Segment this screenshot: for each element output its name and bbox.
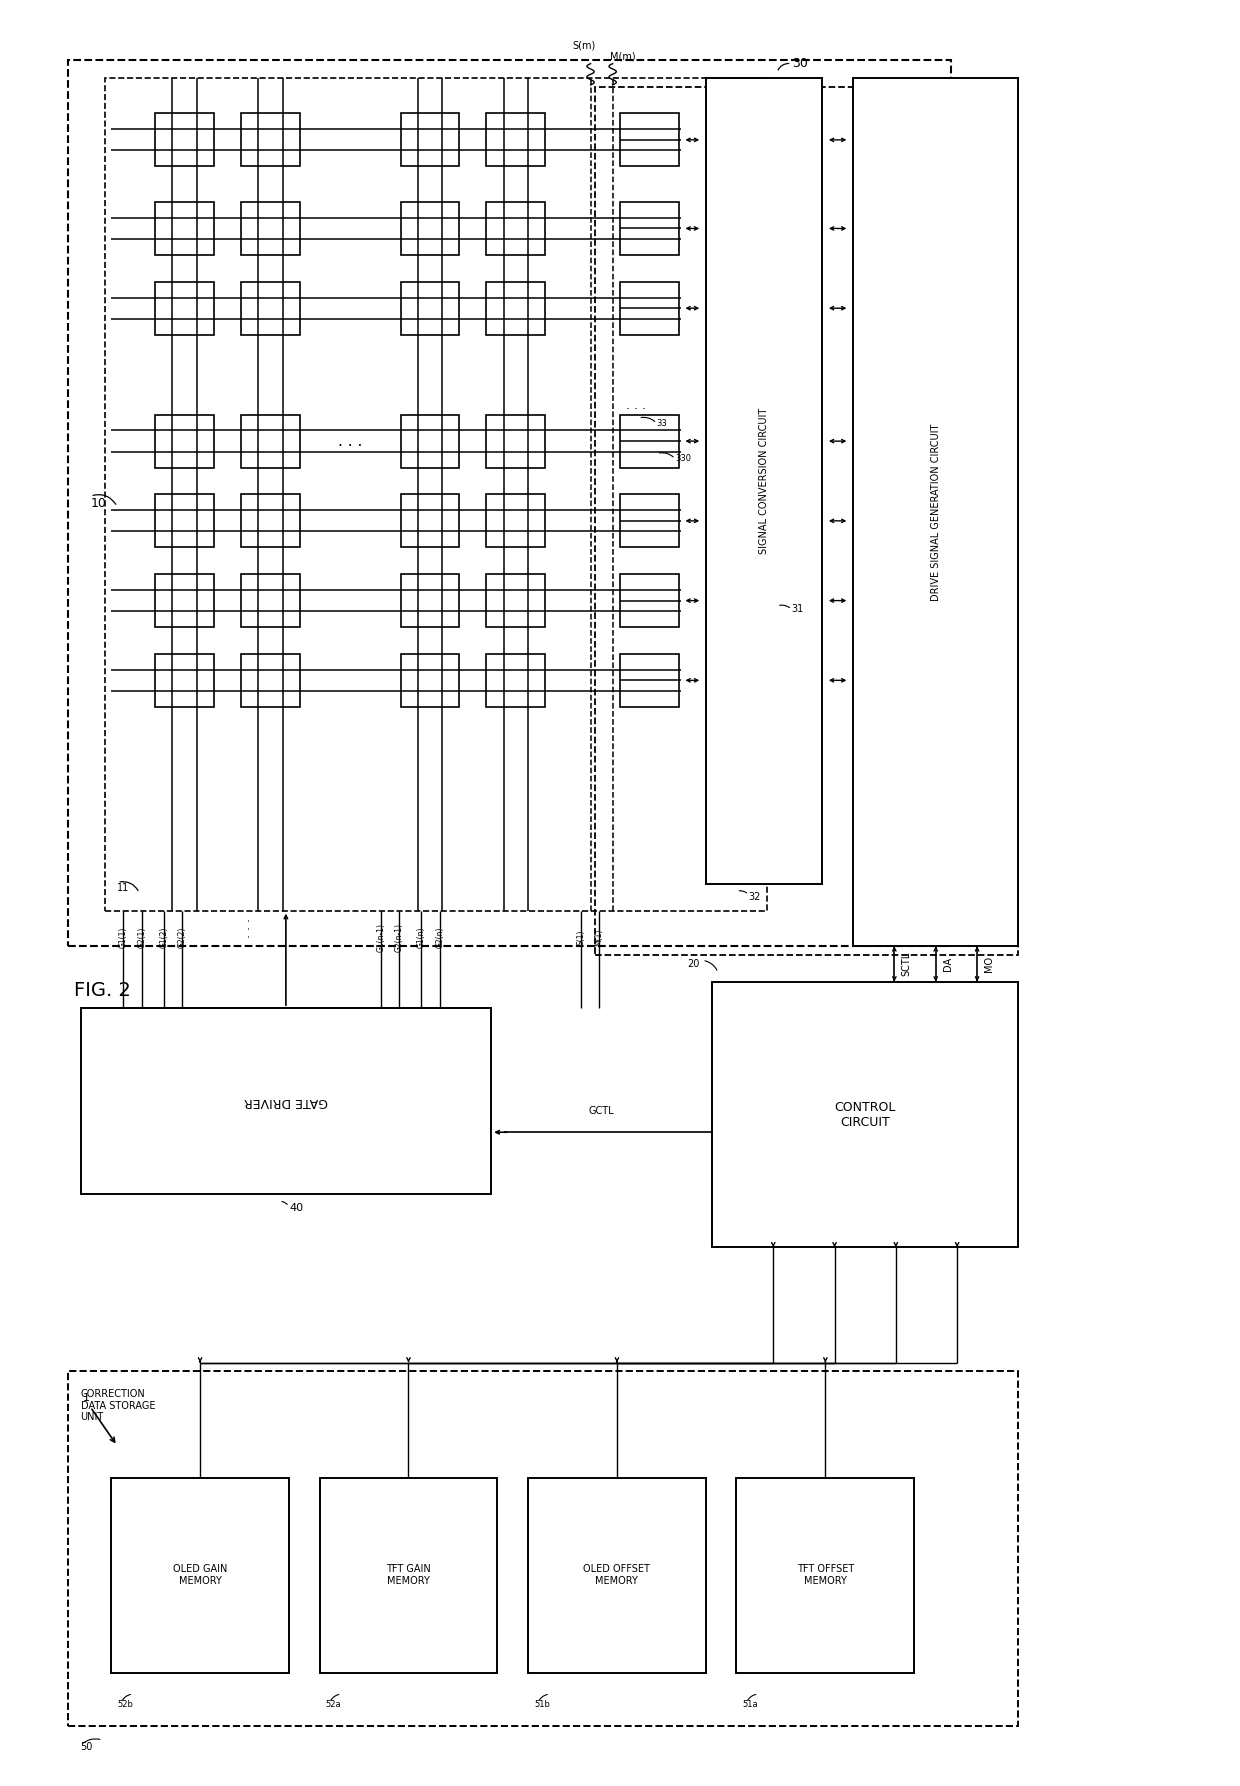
Bar	[853, 79, 1018, 947]
Text: G1(n): G1(n)	[417, 927, 425, 948]
Bar	[712, 982, 1018, 1247]
Text: 30: 30	[791, 57, 807, 70]
Bar	[241, 573, 300, 627]
Text: 32: 32	[749, 891, 761, 902]
Text: G2(2): G2(2)	[177, 927, 187, 948]
Text: 50: 50	[81, 1741, 93, 1752]
Bar	[486, 202, 546, 255]
Text: G2(n-1): G2(n-1)	[394, 923, 404, 952]
Text: 52a: 52a	[326, 1700, 341, 1709]
Bar	[620, 495, 678, 548]
Text: 51a: 51a	[743, 1700, 758, 1709]
Bar	[706, 79, 822, 884]
Text: 52b: 52b	[118, 1700, 133, 1709]
Bar	[620, 113, 678, 166]
Bar	[620, 282, 678, 334]
Bar	[68, 1372, 1018, 1725]
Text: G2(n): G2(n)	[435, 927, 444, 948]
Text: S(m): S(m)	[573, 41, 596, 52]
Bar	[112, 1477, 289, 1673]
Text: OLED GAIN
MEMORY: OLED GAIN MEMORY	[172, 1565, 227, 1586]
Text: M(m): M(m)	[610, 52, 635, 61]
Text: MO: MO	[985, 956, 994, 972]
Bar	[155, 573, 215, 627]
Bar	[401, 202, 459, 255]
Text: CORRECTION
DATA STORAGE
UNIT: CORRECTION DATA STORAGE UNIT	[81, 1390, 155, 1422]
Text: TFT OFFSET
MEMORY: TFT OFFSET MEMORY	[797, 1565, 854, 1586]
Text: S(1): S(1)	[577, 929, 585, 945]
Text: M(1): M(1)	[595, 929, 604, 947]
Bar	[620, 573, 678, 627]
Text: G2(1): G2(1)	[138, 927, 146, 948]
Bar	[737, 1477, 914, 1673]
Bar	[401, 113, 459, 166]
Text: GATE DRIVER: GATE DRIVER	[244, 1095, 327, 1107]
Bar	[401, 414, 459, 468]
Bar	[241, 282, 300, 334]
Bar	[155, 202, 215, 255]
Text: CONTROL
CIRCUIT: CONTROL CIRCUIT	[835, 1100, 897, 1129]
Text: . . .: . . .	[239, 918, 253, 938]
Text: 10: 10	[91, 497, 107, 509]
Text: G1(1): G1(1)	[119, 927, 128, 948]
Bar	[486, 113, 546, 166]
Bar	[155, 495, 215, 548]
Bar	[81, 1007, 491, 1195]
Bar	[486, 414, 546, 468]
Bar	[241, 113, 300, 166]
Text: SCTL: SCTL	[901, 952, 911, 975]
Text: FIG. 2: FIG. 2	[74, 981, 131, 1000]
Text: . . .: . . .	[626, 398, 646, 413]
Text: 51b: 51b	[534, 1700, 551, 1709]
Bar	[241, 495, 300, 548]
Text: . . .: . . .	[339, 434, 362, 448]
Bar	[620, 654, 678, 707]
Text: 40: 40	[289, 1204, 303, 1213]
Text: DRIVE SIGNAL GENERATION CIRCUIT: DRIVE SIGNAL GENERATION CIRCUIT	[931, 423, 941, 600]
Bar	[486, 495, 546, 548]
Bar	[401, 654, 459, 707]
Bar	[401, 495, 459, 548]
Bar	[486, 573, 546, 627]
Bar	[155, 282, 215, 334]
Bar	[155, 113, 215, 166]
Bar	[241, 202, 300, 255]
Bar	[401, 573, 459, 627]
Text: TFT GAIN
MEMORY: TFT GAIN MEMORY	[386, 1565, 430, 1586]
Text: 33: 33	[657, 420, 667, 429]
Text: G1(n-1): G1(n-1)	[377, 923, 386, 952]
Bar	[155, 414, 215, 468]
Text: OLED OFFSET
MEMORY: OLED OFFSET MEMORY	[584, 1565, 650, 1586]
Bar	[620, 414, 678, 468]
Bar	[595, 88, 1018, 956]
Bar	[320, 1477, 497, 1673]
Text: GCTL: GCTL	[589, 1106, 615, 1116]
Bar	[401, 282, 459, 334]
Bar	[105, 79, 768, 911]
Text: DA: DA	[942, 957, 954, 972]
Text: 31: 31	[791, 604, 804, 614]
Bar	[68, 61, 951, 947]
Text: SIGNAL CONVERSION CIRCUIT: SIGNAL CONVERSION CIRCUIT	[759, 407, 769, 554]
Text: 1: 1	[83, 1393, 91, 1404]
Text: 11: 11	[118, 882, 129, 893]
Bar	[241, 654, 300, 707]
Text: 20: 20	[687, 959, 699, 968]
Text: 330: 330	[675, 454, 691, 463]
Bar	[241, 414, 300, 468]
Bar	[620, 202, 678, 255]
Text: G1(2): G1(2)	[160, 927, 169, 948]
Bar	[486, 654, 546, 707]
Bar	[155, 654, 215, 707]
Bar	[486, 282, 546, 334]
Bar	[528, 1477, 706, 1673]
